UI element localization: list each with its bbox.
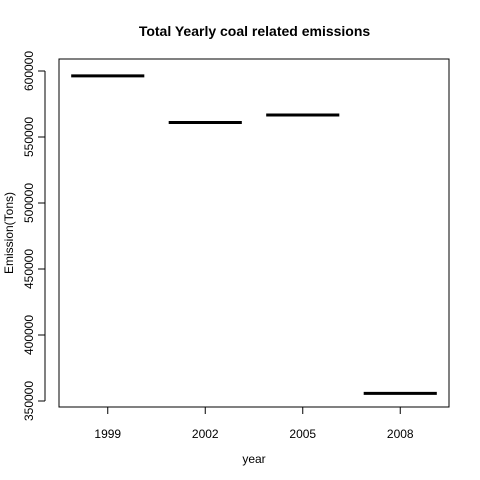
y-tick-label: 450000 — [22, 249, 36, 289]
x-tick-label: 2005 — [289, 427, 316, 441]
y-tick-label: 350000 — [22, 381, 36, 421]
data-marks — [71, 76, 437, 393]
y-tick-label: 550000 — [22, 117, 36, 157]
x-axis: 1999 2002 2005 2008 — [94, 407, 414, 441]
x-tick-label: 2002 — [192, 427, 219, 441]
y-tick-label: 400000 — [22, 315, 36, 355]
x-tick-label: 1999 — [94, 427, 121, 441]
chart-title: Total Yearly coal related emissions — [139, 23, 371, 39]
y-axis-label: Emission(Tons) — [2, 192, 16, 274]
x-axis-label: year — [242, 452, 265, 466]
y-tick-label: 600000 — [22, 51, 36, 91]
plot-frame — [59, 59, 449, 407]
x-tick-label: 2008 — [387, 427, 414, 441]
y-tick-label: 500000 — [22, 183, 36, 223]
y-axis: 350000 400000 450000 500000 550000 600000 — [22, 51, 45, 421]
